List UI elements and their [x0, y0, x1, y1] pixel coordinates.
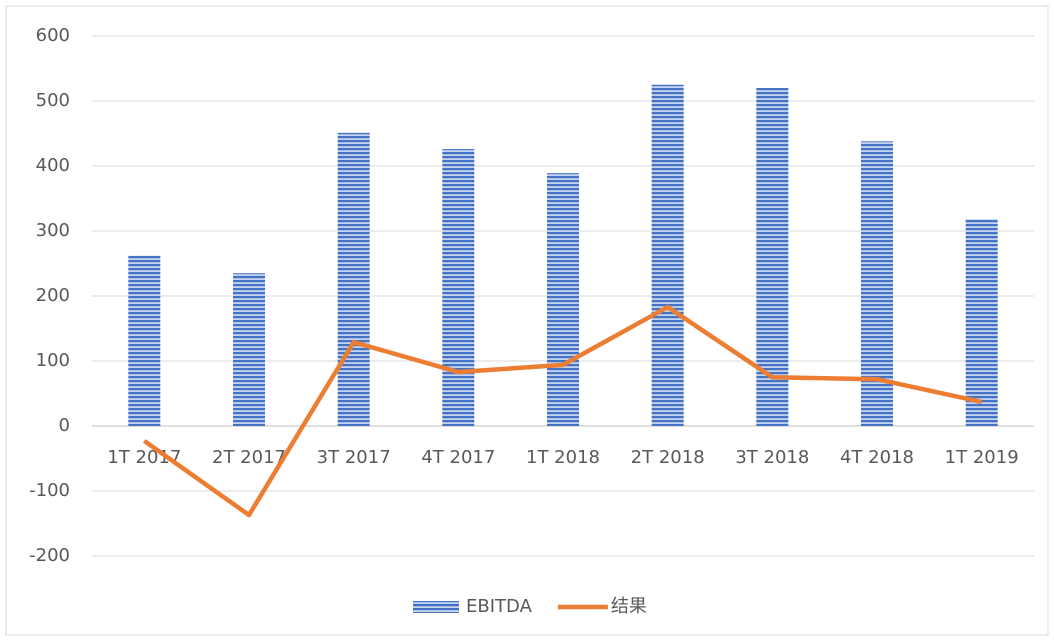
bar	[337, 132, 370, 426]
x-tick-label: 1T 2018	[526, 447, 600, 468]
y-tick-label: 100	[36, 350, 70, 371]
legend-label: 结果	[611, 596, 647, 617]
x-tick-label: 2T 2017	[212, 447, 286, 468]
y-tick-label: 300	[36, 220, 70, 241]
line	[143, 304, 983, 518]
x-tick-label: 4T 2017	[421, 447, 495, 468]
y-tick-label: -100	[29, 480, 70, 501]
bar	[128, 255, 161, 426]
y-tick-label: 0	[59, 415, 70, 436]
bar	[651, 84, 684, 426]
bar	[233, 273, 265, 426]
x-tick-label: 1T 2019	[945, 447, 1019, 468]
y-tick-label: 200	[36, 285, 70, 306]
y-tick-label: 600	[36, 25, 70, 46]
x-tick-label: 4T 2018	[840, 447, 914, 468]
x-tick-label: 3T 2017	[317, 447, 391, 468]
bar	[547, 173, 579, 426]
bar	[442, 149, 475, 426]
x-tick-label: 3T 2018	[735, 447, 809, 468]
y-tick-label: 500	[36, 90, 70, 111]
x-tick-label: 2T 2018	[631, 447, 705, 468]
legend-label: EBITDA	[466, 596, 533, 617]
y-tick-label: -200	[29, 545, 70, 566]
legend-swatch	[413, 601, 459, 613]
y-tick-label: 400	[36, 155, 70, 176]
bar	[965, 219, 998, 426]
